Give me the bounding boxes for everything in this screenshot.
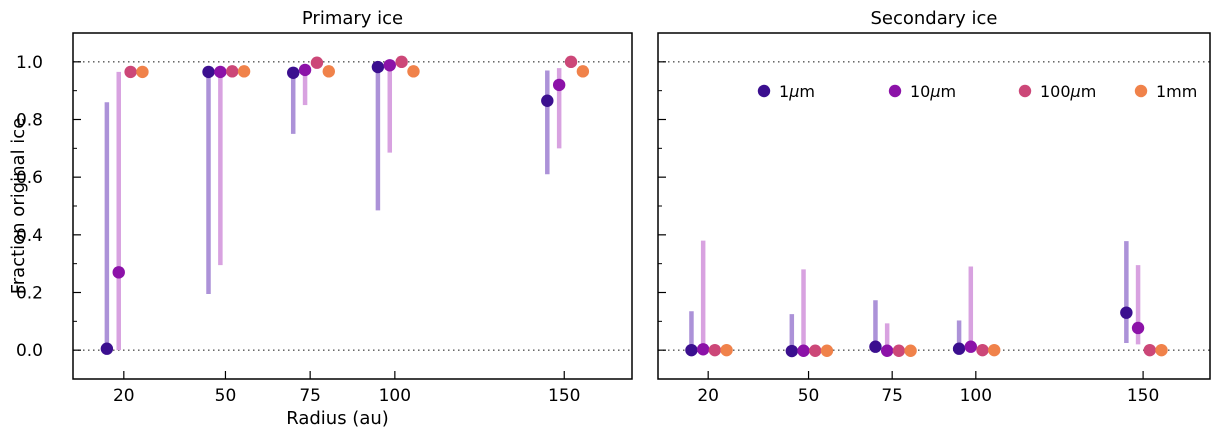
data-point: [395, 55, 408, 69]
data-point: [576, 65, 590, 78]
data-point: [564, 55, 578, 69]
panel-title: Primary ice: [302, 8, 403, 29]
y-tick-label: 0.8: [16, 111, 43, 131]
legend: 1μm 10μm 100μm 1mm: [757, 82, 1197, 101]
data-point: [136, 65, 149, 79]
data-point: [892, 344, 906, 357]
data-point: [976, 343, 989, 357]
legend-label: 10μm: [910, 82, 956, 101]
data-point: [226, 65, 239, 78]
data-point: [1131, 321, 1145, 335]
y-tick-label: 0.4: [16, 226, 43, 246]
data-point: [869, 340, 882, 353]
legend-marker: [757, 84, 771, 98]
data-point: [124, 65, 137, 79]
data-point: [720, 343, 733, 357]
y-tick-label: 0.6: [16, 168, 43, 188]
data-point: [964, 340, 977, 353]
data-point: [298, 63, 312, 77]
data-point: [988, 343, 1001, 357]
data-point: [112, 266, 125, 279]
x-axis-label: Radius (au): [286, 408, 389, 429]
panel-primary: 0.0 0.2 0.4 0.6 0.8 1.0 20 50 75 100 150 Primary ic…: [16, 8, 633, 406]
data-point: [1143, 343, 1156, 357]
x-tick-label: 20: [113, 386, 135, 406]
x-tick-label: 100: [379, 386, 411, 406]
data-point: [383, 59, 396, 72]
data-point: [287, 66, 300, 79]
x-tick-label: 100: [960, 386, 992, 406]
data-point: [708, 343, 722, 357]
y-axis-label: Fraction original ice: [8, 118, 29, 295]
data-point: [809, 344, 822, 357]
legend-label: 1mm: [1156, 82, 1197, 101]
y-tick-label: 0.0: [16, 341, 43, 361]
data-point: [310, 56, 324, 69]
y-tick-label: 0.2: [16, 284, 43, 304]
data-point: [696, 343, 710, 356]
data-point: [904, 344, 917, 357]
data-point: [407, 65, 420, 78]
legend-label: 100μm: [1040, 82, 1096, 101]
panel-secondary: 20 50 75 100 150 Secondary ice 1μm 10μm 100μm 1mm: [657, 8, 1211, 406]
data-point: [1155, 343, 1168, 357]
data-point: [541, 94, 554, 107]
data-point: [785, 344, 799, 358]
panel-title: Secondary ice: [870, 8, 997, 29]
y-tick-label: 1.0: [16, 53, 43, 73]
data-point: [952, 342, 966, 355]
x-tick-label: 150: [548, 386, 580, 406]
x-tick-label: 75: [881, 386, 903, 406]
data-point: [880, 344, 894, 357]
x-tick-label: 150: [1127, 386, 1159, 406]
data-point: [202, 65, 215, 79]
data-point: [552, 78, 566, 92]
legend-marker: [1018, 84, 1032, 98]
data-point: [797, 344, 810, 357]
data-point: [237, 65, 251, 78]
data-point: [820, 344, 834, 357]
data-point: [1120, 306, 1133, 319]
legend-marker: [1134, 84, 1148, 98]
data-point: [685, 343, 698, 357]
data-point: [371, 60, 385, 74]
data-point: [100, 342, 114, 355]
legend-marker: [888, 84, 902, 98]
x-tick-label: 20: [697, 386, 719, 406]
x-tick-label: 50: [798, 386, 820, 406]
x-tick-label: 50: [215, 386, 237, 406]
data-point: [322, 65, 335, 78]
x-tick-label: 75: [299, 386, 321, 406]
legend-label: 1μm: [779, 82, 815, 101]
data-point: [214, 65, 227, 79]
